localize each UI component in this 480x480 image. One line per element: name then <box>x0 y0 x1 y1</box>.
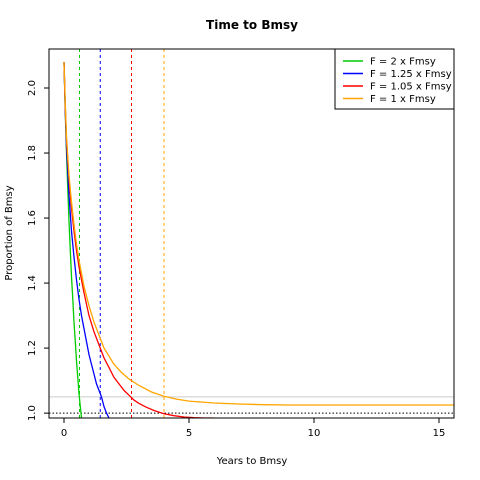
y-tick-label-3: 1.6 <box>27 210 38 226</box>
x-tick-label-2: 10 <box>308 428 321 439</box>
y-tick-label-5: 2.0 <box>27 80 38 96</box>
y-tick-label-4: 1.8 <box>27 145 38 161</box>
y-tick-label-0: 1.0 <box>27 405 38 421</box>
plot-area <box>49 49 454 418</box>
legend-label-2: F = 1.05 x Fmsy <box>370 82 452 93</box>
plot-frame <box>48 48 455 419</box>
y-tick-label-1: 1.2 <box>27 340 38 356</box>
series-line-3 <box>63 61 454 406</box>
chart-title: Time to Bmsy <box>206 18 298 32</box>
legend-label-0: F = 2 x Fmsy <box>370 57 436 68</box>
series-line-1 <box>63 61 110 418</box>
legend-label-1: F = 1.25 x Fmsy <box>370 69 452 80</box>
x-tick-label-1: 5 <box>186 428 192 439</box>
plot-clip-group <box>49 49 454 418</box>
legend-label-3: F = 1 x Fmsy <box>370 94 436 105</box>
x-tick-label-3: 15 <box>433 428 446 439</box>
series-line-2 <box>63 61 214 418</box>
x-tick-label-0: 0 <box>61 428 67 439</box>
axes: 0 5 10 15 1.0 1.2 1.4 1.6 1.8 2.0 <box>27 80 445 439</box>
y-axis-label: Proportion of Bmsy <box>4 185 15 280</box>
x-axis-label: Years to Bmsy <box>216 456 288 467</box>
y-tick-label-2: 1.4 <box>27 275 38 291</box>
